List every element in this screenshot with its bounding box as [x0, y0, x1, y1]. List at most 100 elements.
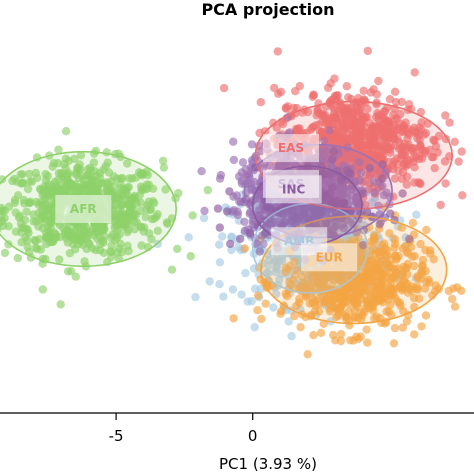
- point-afr: [103, 184, 112, 193]
- point-afr: [138, 171, 147, 180]
- point-afr: [115, 230, 124, 239]
- point-afr: [92, 185, 102, 194]
- point-amr: [218, 232, 227, 241]
- point-eur: [377, 247, 386, 256]
- point-eur: [386, 284, 396, 294]
- point-eas: [441, 111, 450, 120]
- point-eas: [410, 163, 419, 172]
- cluster-label-text: EAS: [278, 141, 304, 155]
- point-eas: [457, 147, 466, 156]
- point-eas: [274, 89, 283, 99]
- point-eas: [385, 95, 395, 104]
- point-afr: [19, 195, 29, 205]
- point-afr: [62, 176, 72, 185]
- point-amr: [205, 277, 214, 286]
- point-afr: [42, 233, 51, 242]
- x-tick-label: -5: [109, 427, 124, 445]
- point-eur: [310, 277, 319, 286]
- point-eur: [339, 286, 349, 296]
- point-eas: [402, 180, 411, 189]
- point-eur: [382, 259, 392, 268]
- point-afr: [76, 151, 86, 160]
- point-eas: [342, 82, 351, 91]
- point-afr: [72, 221, 81, 230]
- point-amr: [215, 240, 224, 249]
- point-afr: [0, 203, 6, 213]
- point-afr: [38, 285, 47, 294]
- point-eur: [296, 323, 305, 332]
- point-amr: [184, 233, 193, 242]
- point-eur: [363, 338, 372, 347]
- point-eur: [370, 314, 379, 323]
- point-sas: [237, 168, 246, 177]
- point-eur: [354, 334, 363, 344]
- point-eur: [290, 312, 299, 321]
- point-afr: [132, 199, 141, 208]
- point-eur: [402, 317, 412, 326]
- point-afr: [122, 213, 131, 222]
- cluster-label-eas: EAS: [263, 134, 319, 163]
- point-afr: [10, 195, 20, 205]
- point-afr: [141, 212, 150, 222]
- point-eur: [337, 308, 347, 317]
- point-afr: [70, 154, 79, 164]
- point-amr: [272, 264, 281, 273]
- point-afr: [30, 236, 39, 245]
- point-amr: [219, 292, 228, 301]
- point-eas: [436, 200, 445, 210]
- point-afr: [78, 172, 87, 181]
- point-afr: [106, 233, 116, 242]
- point-afr: [31, 243, 40, 252]
- point-eas: [219, 83, 229, 93]
- point-afr: [63, 267, 73, 276]
- point-afr: [188, 211, 197, 220]
- point-eas: [359, 86, 368, 96]
- point-eur: [356, 273, 365, 282]
- point-eur: [379, 270, 388, 279]
- point-eas: [283, 102, 292, 111]
- point-amr: [243, 297, 252, 306]
- point-eur: [385, 300, 395, 310]
- point-afr: [23, 242, 32, 252]
- point-eur: [333, 269, 343, 278]
- point-afr: [38, 213, 48, 222]
- point-eur: [308, 298, 317, 308]
- point-eur: [331, 336, 340, 345]
- point-eur: [380, 293, 389, 302]
- point-eas: [291, 87, 300, 96]
- point-eur: [281, 267, 290, 277]
- cluster-label-afr: AFR: [55, 195, 112, 223]
- point-afr: [61, 127, 71, 136]
- point-amr: [250, 322, 259, 332]
- point-eur: [416, 239, 425, 249]
- point-eur: [337, 276, 346, 285]
- point-eas: [344, 93, 353, 102]
- point-afr: [41, 169, 50, 179]
- point-eas: [450, 137, 459, 146]
- point-afr: [148, 184, 158, 193]
- point-inc: [215, 223, 224, 232]
- plot-area: AFREASSASINCAMREUR: [0, 46, 467, 359]
- point-eur: [351, 295, 360, 304]
- point-afr: [22, 207, 31, 216]
- x-ticks: -5 0: [109, 413, 257, 445]
- point-afr: [118, 200, 127, 209]
- point-afr: [4, 222, 13, 231]
- point-eur: [316, 328, 326, 337]
- point-eur: [366, 294, 375, 303]
- point-eur: [282, 292, 292, 301]
- point-inc: [222, 207, 232, 216]
- point-afr: [114, 193, 124, 202]
- cluster-label-eur: EUR: [301, 243, 358, 272]
- point-afr: [54, 145, 63, 154]
- point-amr: [412, 210, 421, 219]
- x-axis-label: PC1 (3.93 %): [219, 455, 317, 473]
- point-eur: [370, 233, 379, 243]
- point-eur: [257, 314, 266, 324]
- point-sas: [229, 155, 239, 165]
- point-afr: [173, 244, 182, 254]
- point-sas: [238, 158, 248, 167]
- point-eas: [363, 46, 372, 56]
- point-eur: [453, 283, 462, 292]
- point-amr: [241, 268, 250, 278]
